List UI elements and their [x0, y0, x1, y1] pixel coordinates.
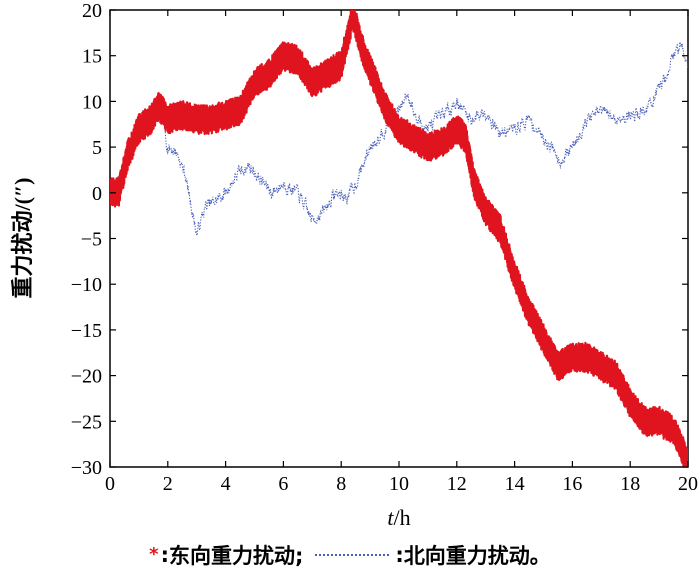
- y-tick-label: −15: [71, 320, 102, 342]
- x-tick-label: 4: [221, 473, 231, 495]
- x-tick-label: 14: [505, 473, 525, 495]
- y-tick-label: −10: [71, 274, 102, 296]
- legend-item-north: : 北向重力扰动。: [315, 540, 551, 570]
- x-tick-label: 12: [447, 473, 467, 495]
- legend-colon-east: :: [160, 543, 169, 567]
- y-tick-label: −25: [71, 411, 102, 433]
- legend-colon-north: :: [395, 543, 404, 567]
- y-tick-label: −5: [81, 229, 102, 251]
- x-tick-label: 2: [163, 473, 173, 495]
- x-tick-label: 20: [678, 473, 698, 495]
- x-tick-label: 8: [336, 473, 346, 495]
- x-axis-label-var: t: [387, 505, 394, 530]
- y-tick-label: 5: [92, 137, 102, 159]
- series-layer: [110, 10, 688, 467]
- x-axis-label: t/h: [387, 505, 410, 530]
- x-axis-label-unit: /h: [394, 505, 411, 530]
- chart: 0 2 4 6 8 10 12 14 16 18 20 20 15 10 5 0 −5 −10 −15 −20 −25…: [10, 0, 698, 530]
- x-tick-label: 0: [105, 473, 115, 495]
- legend-label-east: 东向重力扰动;: [169, 544, 304, 568]
- x-axis: 0 2 4 6 8 10 12 14 16 18 20: [105, 10, 698, 495]
- dotted-line-icon: [315, 554, 390, 556]
- y-axis: 20 15 10 5 0 −5 −10 −15 −20 −25 −30: [71, 0, 688, 479]
- y-axis-label: 重力扰动/(″): [10, 178, 35, 299]
- legend: * : 东向重力扰动; : 北向重力扰动。: [0, 535, 700, 575]
- legend-label-north: 北向重力扰动。: [403, 544, 551, 568]
- y-tick-label: 10: [82, 91, 102, 113]
- x-tick-label: 18: [620, 473, 640, 495]
- plot-frame: [109, 9, 689, 468]
- y-tick-label: −30: [71, 457, 102, 479]
- series-east-line: [110, 10, 688, 467]
- y-tick-label: 15: [82, 46, 102, 68]
- y-tick-label: −20: [71, 366, 102, 388]
- x-tick-label: 16: [562, 473, 582, 495]
- x-tick-label: 10: [389, 473, 409, 495]
- legend-item-east: * : 东向重力扰动;: [149, 540, 303, 570]
- y-tick-label: 0: [92, 183, 102, 205]
- x-tick-label: 6: [278, 473, 288, 495]
- y-tick-label: 20: [82, 0, 102, 22]
- asterisk-marker-icon: *: [149, 544, 159, 565]
